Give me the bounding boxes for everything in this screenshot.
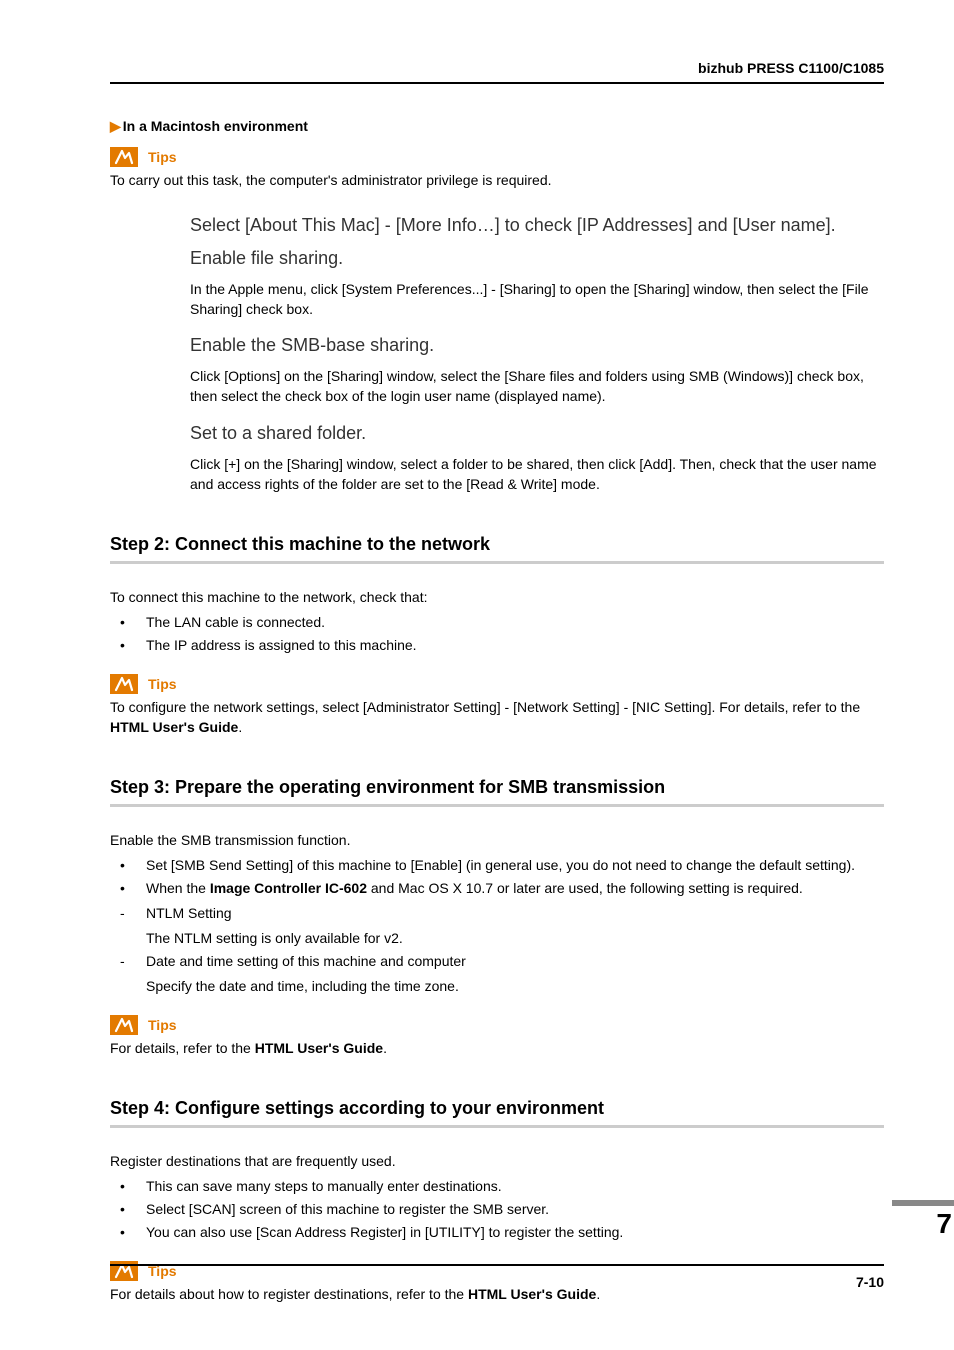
tips-icon: [110, 674, 138, 694]
list-item: Select [SCAN] screen of this machine to …: [110, 1199, 884, 1220]
step3-dashes: NTLM Setting: [110, 903, 884, 924]
text-pre: For details, refer to the: [110, 1040, 255, 1056]
subheading-text: In a Macintosh environment: [123, 118, 308, 134]
mac-step: Enable file sharing. In the Apple menu, …: [190, 248, 884, 320]
dash-sub: The NTLM setting is only available for v…: [110, 928, 884, 949]
text-pre: To configure the network settings, selec…: [110, 699, 860, 715]
page-header: bizhub PRESS C1100/C1085: [110, 60, 884, 84]
step-title: Enable the SMB-base sharing.: [190, 335, 884, 356]
tips-icon: [110, 147, 138, 167]
step3-intro: Enable the SMB transmission function.: [110, 831, 884, 851]
tips-row-step3: Tips: [110, 1015, 884, 1035]
tips-row-mac: Tips: [110, 147, 884, 167]
text-bold: Image Controller IC-602: [210, 880, 367, 896]
list-item: When the Image Controller IC-602 and Mac…: [110, 878, 884, 899]
step3-bullets: Set [SMB Send Setting] of this machine t…: [110, 855, 884, 899]
mac-steps: Select [About This Mac] - [More Info…] t…: [190, 215, 884, 495]
step4-intro: Register destinations that are frequentl…: [110, 1152, 884, 1172]
list-item: You can also use [Scan Address Register]…: [110, 1222, 884, 1243]
tips-label: Tips: [148, 1017, 177, 1033]
dash-sub: Specify the date and time, including the…: [110, 976, 884, 997]
section-heading-step4: Step 4: Configure settings according to …: [110, 1098, 884, 1119]
step3-dashes-2: Date and time setting of this machine an…: [110, 951, 884, 972]
section-heading-step2: Step 2: Connect this machine to the netw…: [110, 534, 884, 555]
chapter-number: 7: [892, 1206, 954, 1240]
product-name: bizhub PRESS C1100/C1085: [698, 60, 884, 76]
text-post: .: [238, 719, 242, 735]
list-item: NTLM Setting: [110, 903, 884, 924]
thumb-tab: 7: [892, 1200, 954, 1240]
step-desc: In the Apple menu, click [System Prefere…: [190, 279, 884, 320]
text-post: and Mac OS X 10.7 or later are used, the…: [367, 880, 803, 896]
list-item: Date and time setting of this machine an…: [110, 951, 884, 972]
page-number: 7-10: [110, 1266, 884, 1290]
step-title: Select [About This Mac] - [More Info…] t…: [190, 215, 884, 236]
mac-step: Set to a shared folder. Click [+] on the…: [190, 423, 884, 495]
text-bold: HTML User's Guide: [110, 719, 238, 735]
step4-bullets: This can save many steps to manually ent…: [110, 1176, 884, 1243]
text-bold: HTML User's Guide: [255, 1040, 383, 1056]
list-item: The LAN cable is connected.: [110, 612, 884, 633]
section-heading-step3: Step 3: Prepare the operating environmen…: [110, 777, 884, 798]
page: bizhub PRESS C1100/C1085 ▶In a Macintosh…: [0, 0, 954, 1350]
section-rule: [110, 804, 884, 807]
list-item: This can save many steps to manually ent…: [110, 1176, 884, 1197]
step-title: Set to a shared folder.: [190, 423, 884, 444]
step2-bullets: The LAN cable is connected. The IP addre…: [110, 612, 884, 656]
triangle-right-icon: ▶: [110, 118, 121, 135]
text-post: .: [383, 1040, 387, 1056]
list-item: The IP address is assigned to this machi…: [110, 635, 884, 656]
tips-icon: [110, 1015, 138, 1035]
tips-text-mac: To carry out this task, the computer's a…: [110, 171, 884, 191]
tips-label: Tips: [148, 676, 177, 692]
text-pre: When the: [146, 880, 210, 896]
tips-row-step2: Tips: [110, 674, 884, 694]
mac-step: Select [About This Mac] - [More Info…] t…: [190, 215, 884, 236]
section-rule: [110, 1125, 884, 1128]
step-desc: Click [Options] on the [Sharing] window,…: [190, 366, 884, 407]
step2-intro: To connect this machine to the network, …: [110, 588, 884, 608]
step-desc: Click [+] on the [Sharing] window, selec…: [190, 454, 884, 495]
tips-text-step2: To configure the network settings, selec…: [110, 698, 884, 737]
tips-text-step3: For details, refer to the HTML User's Gu…: [110, 1039, 884, 1059]
subheading-mac-env: ▶In a Macintosh environment: [110, 118, 884, 135]
section-rule: [110, 561, 884, 564]
page-footer: 7 7-10: [110, 1264, 884, 1290]
step-title: Enable file sharing.: [190, 248, 884, 269]
list-item: Set [SMB Send Setting] of this machine t…: [110, 855, 884, 876]
tips-label: Tips: [148, 149, 177, 165]
mac-step: Enable the SMB-base sharing. Click [Opti…: [190, 335, 884, 407]
